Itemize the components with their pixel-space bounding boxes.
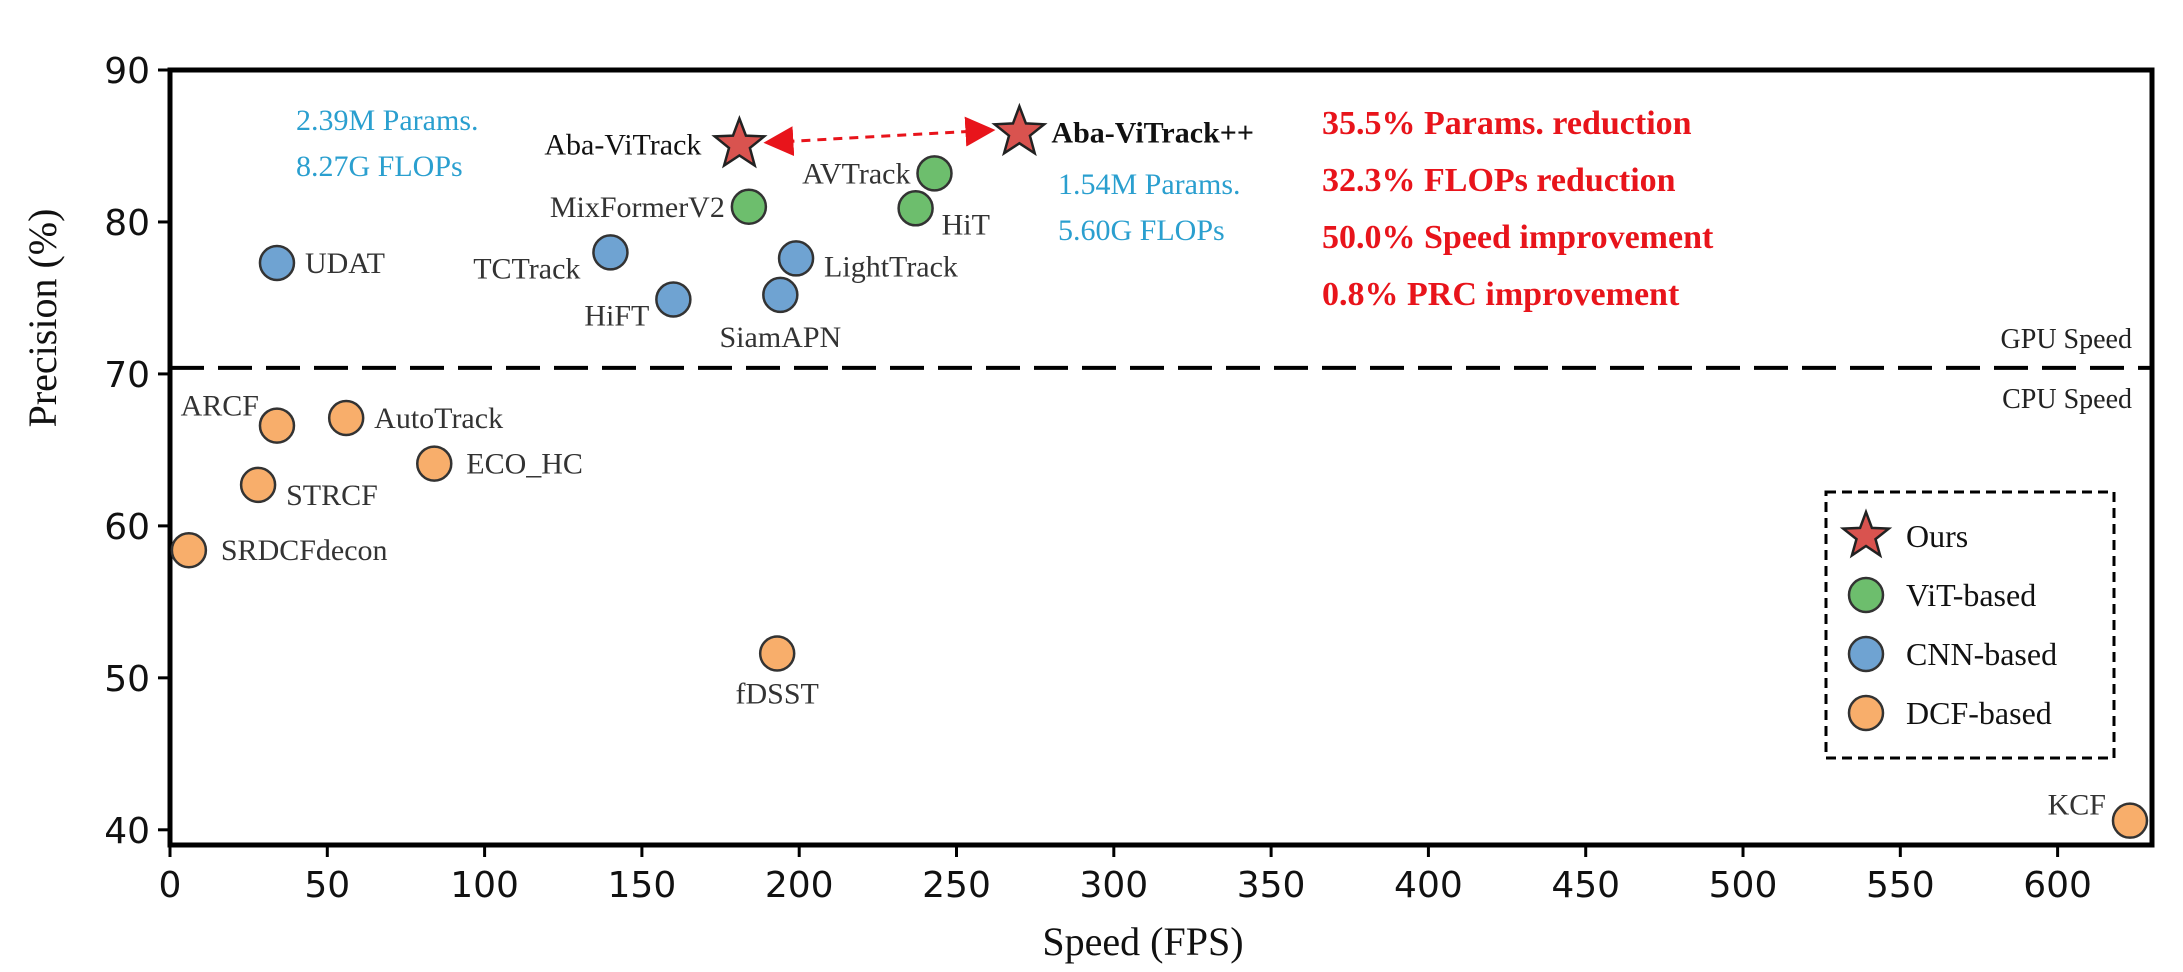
- improvement-note: 32.3% FLOPs reduction: [1322, 162, 1676, 199]
- point-eco-hc: [416, 445, 453, 482]
- point-arcf: [258, 407, 296, 444]
- cpu-speed-label: CPU Speed: [2002, 384, 2132, 415]
- label-autotrack: AutoTrack: [374, 402, 503, 435]
- x-tick-label: 250: [922, 865, 991, 906]
- point-autotrack: [327, 399, 365, 437]
- y-tick-label: 90: [104, 51, 150, 92]
- label-strcf: STRCF: [286, 479, 378, 512]
- aba-vitrack-pp-param-note: 5.60G FLOPs: [1058, 214, 1225, 247]
- point-aba-vitrack: [711, 114, 768, 169]
- x-tick-label: 550: [1866, 865, 1935, 906]
- point-kcf: [2111, 802, 2149, 839]
- y-tick-label: 40: [104, 811, 150, 852]
- x-tick-label: 150: [608, 865, 677, 906]
- point-avtrack: [916, 155, 953, 192]
- x-tick-label: 450: [1551, 865, 1620, 906]
- gpu-speed-label: GPU Speed: [2001, 324, 2132, 355]
- point-hift: [655, 281, 692, 318]
- x-tick-label: 350: [1237, 865, 1306, 906]
- y-tick-label: 50: [104, 659, 150, 700]
- x-tick-label: 50: [304, 865, 350, 906]
- label-aba-vitrack: Aba-ViTrack++: [1051, 116, 1254, 149]
- plot-frame: [167, 67, 2155, 848]
- point-mixformerv2: [730, 188, 768, 226]
- legend-label-vit: ViT-based: [1906, 577, 2036, 613]
- label-srdcfdecon: SRDCFdecon: [221, 534, 388, 567]
- improvement-note: 50.0% Speed improvement: [1322, 219, 1714, 256]
- legend-label-dcf: DCF-based: [1906, 695, 2052, 731]
- label-tctrack: TCTrack: [473, 252, 580, 285]
- point-fdsst: [758, 635, 796, 672]
- point-tctrack: [592, 234, 629, 271]
- aba-vitrack-param-note: 2.39M Params.: [296, 104, 479, 137]
- label-lighttrack: LightTrack: [824, 250, 958, 283]
- label-aba-vitrack: Aba-ViTrack: [544, 128, 701, 161]
- point-siamapn: [762, 276, 799, 314]
- y-axis-title: Precision (%): [20, 209, 65, 428]
- y-tick-label: 80: [104, 203, 150, 244]
- label-eco-hc: ECO_HC: [466, 448, 583, 481]
- legend-marker-cnn: [1847, 635, 1885, 673]
- point-srdcfdecon: [170, 531, 208, 569]
- improvement-note: 0.8% PRC improvement: [1322, 276, 1680, 313]
- legend-label-cnn: CNN-based: [1906, 636, 2057, 672]
- label-hift: HiFT: [584, 299, 649, 332]
- x-axis-title: Speed (FPS): [1042, 919, 1243, 964]
- x-tick-label: 500: [1709, 865, 1778, 906]
- label-siamapn: SiamAPN: [719, 321, 841, 354]
- y-tick-label: 60: [104, 507, 150, 548]
- point-lighttrack: [777, 240, 815, 277]
- x-tick-label: 300: [1079, 865, 1148, 906]
- x-tick-label: 200: [765, 865, 834, 906]
- label-mixformerv2: MixFormerV2: [550, 191, 725, 224]
- legend-marker-vit: [1847, 576, 1885, 614]
- point-hit: [897, 190, 934, 227]
- x-tick-label: 600: [2023, 865, 2092, 906]
- label-kcf: KCF: [2048, 789, 2106, 822]
- x-tick-label: 400: [1394, 865, 1463, 906]
- legend-label-ours: Ours: [1906, 518, 1968, 554]
- label-udat: UDAT: [305, 247, 385, 280]
- aba-vitrack-param-note: 8.27G FLOPs: [296, 150, 463, 183]
- improvement-note: 35.5% Params. reduction: [1322, 105, 1692, 142]
- legend-star-icon: [1839, 508, 1893, 559]
- y-tick-label: 70: [104, 355, 150, 396]
- label-fdsst: fDSST: [736, 678, 819, 711]
- point-strcf: [239, 466, 277, 504]
- point-udat: [258, 244, 296, 282]
- comparison-arrow: [763, 116, 996, 157]
- x-tick-label: 100: [450, 865, 519, 906]
- legend-marker-dcf: [1847, 694, 1885, 732]
- aba-vitrack-pp-param-note: 1.54M Params.: [1058, 168, 1241, 201]
- point-aba-vitrack: [991, 102, 1048, 157]
- label-arcf: ARCF: [181, 390, 259, 423]
- x-tick-label: 0: [159, 865, 182, 906]
- label-avtrack: AVTrack: [802, 157, 910, 190]
- label-hit: HiT: [942, 208, 990, 241]
